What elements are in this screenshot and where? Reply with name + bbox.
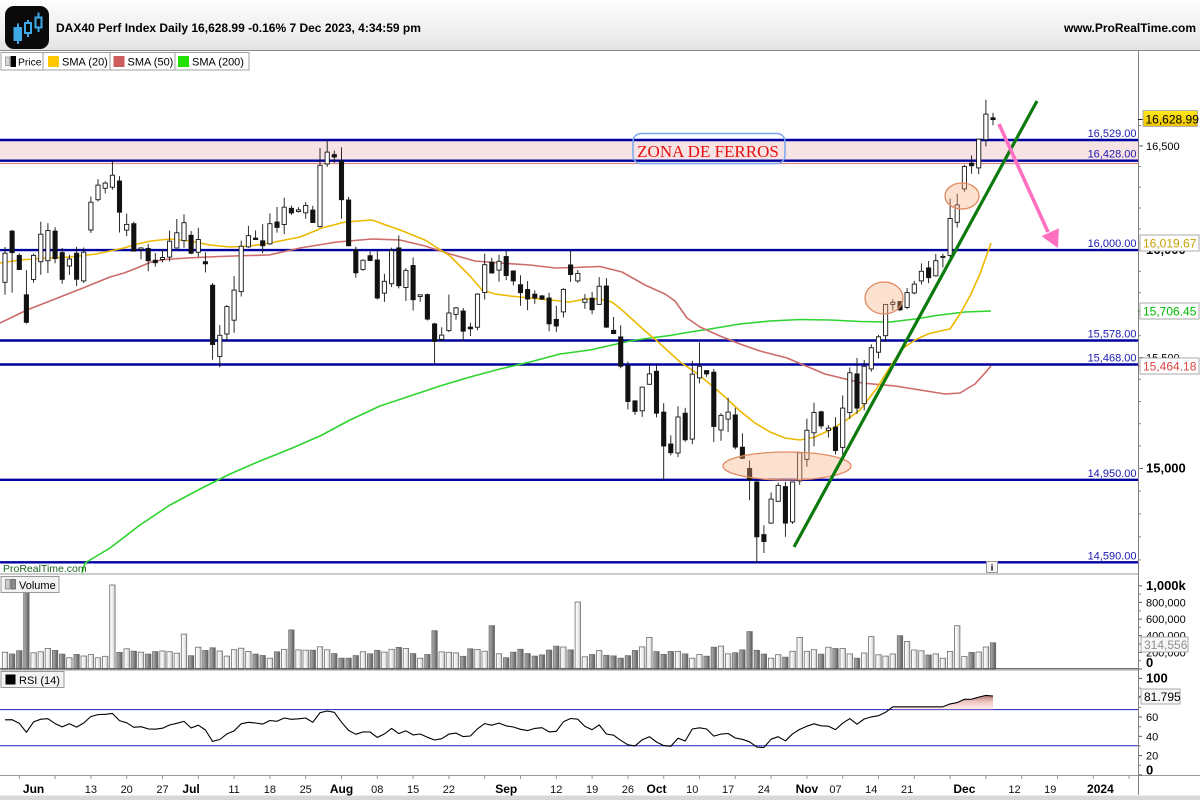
svg-text:17: 17 [722,784,734,796]
svg-text:1,000k: 1,000k [1146,578,1187,593]
svg-text:ZONA DE FERROS: ZONA DE FERROS [637,142,779,161]
svg-text:600,000: 600,000 [1146,614,1186,626]
svg-text:08: 08 [371,784,383,796]
svg-text:15,468.00: 15,468.00 [1088,353,1137,365]
svg-text:14,590.00: 14,590.00 [1088,550,1137,562]
svg-text:18: 18 [264,784,276,796]
svg-text:ProRealTime.com: ProRealTime.com [3,563,87,575]
svg-text:81.795: 81.795 [1144,690,1181,704]
svg-text:Oct: Oct [646,782,666,796]
svg-text:100: 100 [1146,670,1168,685]
svg-text:0: 0 [1146,762,1153,777]
svg-text:20: 20 [1146,751,1158,763]
svg-text:21: 21 [901,784,913,796]
svg-text:14: 14 [865,784,877,796]
svg-text:0: 0 [1146,655,1153,670]
svg-text:SMA (200): SMA (200) [192,57,244,69]
svg-text:15,464.18: 15,464.18 [1143,360,1197,374]
svg-text:24: 24 [758,784,770,796]
svg-text:Volume: Volume [19,580,56,592]
svg-text:16,428.00: 16,428.00 [1088,149,1137,161]
svg-text:16,019.67: 16,019.67 [1143,237,1197,251]
svg-text:Price: Price [18,58,42,69]
svg-text:15,706.45: 15,706.45 [1143,305,1197,319]
svg-text:16,500: 16,500 [1146,141,1180,153]
svg-text:Dec: Dec [953,782,975,796]
svg-text:10: 10 [686,784,698,796]
svg-text:27: 27 [156,784,168,796]
svg-text:Sep: Sep [495,782,517,796]
svg-text:12: 12 [1008,784,1020,796]
svg-text:15,000: 15,000 [1146,461,1186,476]
svg-text:15,578.00: 15,578.00 [1088,329,1137,341]
svg-text:Aug: Aug [330,782,353,796]
svg-text:22: 22 [443,784,455,796]
svg-text:800,000: 800,000 [1146,597,1186,609]
svg-text:11: 11 [228,784,239,796]
svg-text:40: 40 [1146,731,1158,743]
svg-text:15: 15 [407,784,419,796]
svg-text:07: 07 [829,784,841,796]
svg-text:60: 60 [1146,712,1158,724]
svg-text:2024: 2024 [1087,782,1114,796]
svg-text:19: 19 [1044,784,1056,796]
svg-text:16,000.00: 16,000.00 [1088,238,1137,250]
svg-text:SMA (50): SMA (50) [128,57,174,69]
svg-text:16,529.00: 16,529.00 [1088,128,1137,140]
svg-text:20: 20 [121,784,133,796]
svg-text:Jun: Jun [23,782,44,796]
svg-text:314,556: 314,556 [1144,638,1188,652]
svg-text:RSI (14): RSI (14) [19,675,60,687]
svg-text:SMA (20): SMA (20) [62,57,108,69]
svg-text:Jul: Jul [182,782,199,796]
svg-text:13: 13 [85,784,97,796]
svg-text:16,628.99: 16,628.99 [1146,113,1200,127]
svg-text:12: 12 [550,784,562,796]
svg-text:www.ProRealTime.com: www.ProRealTime.com [1063,21,1196,35]
svg-text:14,950.00: 14,950.00 [1088,468,1137,480]
svg-text:Nov: Nov [796,782,819,796]
svg-text:25: 25 [300,784,312,796]
svg-text:DAX40 Perf Index Daily 16,628.: DAX40 Perf Index Daily 16,628.99 -0.16% … [56,21,421,35]
svg-text:19: 19 [586,784,598,796]
svg-text:26: 26 [622,784,634,796]
svg-text:i: i [991,563,994,573]
